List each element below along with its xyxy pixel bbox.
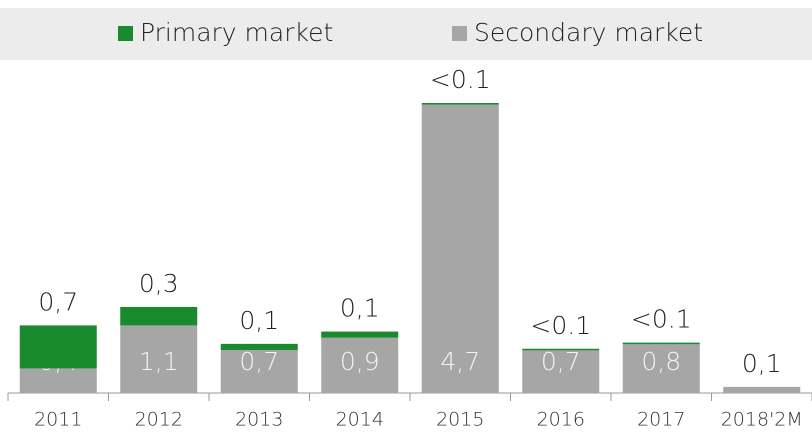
data-label: 4,7 <box>440 347 480 376</box>
legend-swatch <box>118 26 133 41</box>
bar-segment <box>321 337 399 393</box>
bar-segment <box>19 368 97 393</box>
bar-segment <box>723 386 801 393</box>
data-label: 0,3 <box>139 269 179 298</box>
legend-band <box>0 8 812 60</box>
x-tick-label: 2016 <box>537 409 585 431</box>
x-tick-label: 2013 <box>235 409 283 431</box>
data-label: 0,9 <box>340 347 380 376</box>
bar-segment <box>321 331 399 338</box>
data-label: 0,1 <box>742 349 782 378</box>
x-tick-label: 2012 <box>135 409 183 431</box>
data-label: <0.1 <box>530 311 591 340</box>
data-label: <0.1 <box>430 65 491 94</box>
data-label: 0,7 <box>38 287 78 316</box>
data-label: 0,1 <box>340 294 380 323</box>
legend-label: Primary market <box>140 18 333 47</box>
x-tick-label: 2018'2M <box>721 409 803 431</box>
data-label: 0,7 <box>541 347 581 376</box>
x-tick-label: 2014 <box>336 409 384 431</box>
bar-segment <box>622 342 700 345</box>
x-tick-label: 2015 <box>436 409 484 431</box>
x-tick-label: 2017 <box>637 409 685 431</box>
data-label: 0,7 <box>239 347 279 376</box>
bar-segment <box>421 103 499 105</box>
bar-segment <box>120 325 198 393</box>
bar-segment <box>522 348 600 351</box>
bar-segment <box>220 343 298 350</box>
bar-segment <box>622 343 700 393</box>
legend-label: Secondary market <box>474 18 703 47</box>
bar-segment <box>120 306 198 326</box>
bar-segment <box>421 104 499 393</box>
data-label: 0,1 <box>239 306 279 335</box>
x-tick-label: 2011 <box>34 409 82 431</box>
data-label: 1,1 <box>139 347 179 376</box>
legend-swatch <box>452 26 467 41</box>
data-label: 0,8 <box>641 347 681 376</box>
bar-segment <box>19 325 97 369</box>
data-label: <0.1 <box>631 305 692 334</box>
bar-segment <box>522 349 600 393</box>
bar-segment <box>220 349 298 393</box>
